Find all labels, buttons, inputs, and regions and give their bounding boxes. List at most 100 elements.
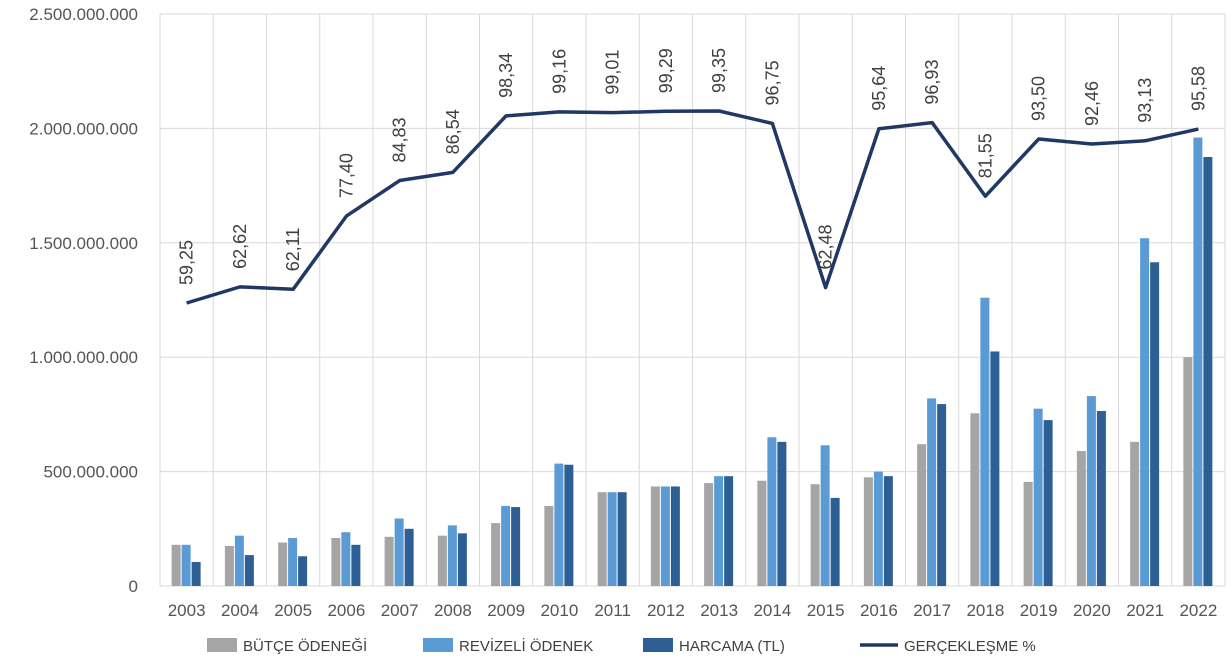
bar-bütçe-ödeneği--2016 [863,477,873,586]
bar-harcama-tl--2007 [404,528,414,586]
bar-harcama-tl--2013 [724,476,734,586]
pct-data-label: 86,54 [443,109,463,154]
bar-bütçe-ödeneği--2020 [1076,451,1086,586]
bar-revi-zeli-ödenek-2022 [1193,137,1203,586]
x-tick-label: 2011 [594,601,631,620]
legend-label: REVİZELİ ÖDENEK [459,637,593,655]
pct-data-label: 81,55 [975,133,995,178]
bar-revi-zeli-ödenek-2014 [767,437,777,586]
bar-harcama-tl--2010 [564,464,574,586]
y-tick-label: 500.000.000 [43,463,138,482]
bar-harcama-tl--2020 [1096,410,1106,586]
x-tick-label: 2005 [274,601,312,620]
x-tick-label: 2008 [434,601,472,620]
bar-bütçe-ödeneği--2018 [970,413,980,586]
bars-layer [171,137,1213,586]
bar-revi-zeli-ödenek-2010 [554,463,564,586]
bar-revi-zeli-ödenek-2012 [660,486,670,586]
pct-data-label: 99,29 [656,48,676,93]
bar-revi-zeli-ödenek-2018 [980,297,990,586]
pct-data-label: 96,75 [762,60,782,105]
x-tick-label: 2020 [1073,601,1111,620]
bar-bütçe-ödeneği--2022 [1183,357,1193,586]
bar-harcama-tl--2008 [457,533,467,586]
bar-revi-zeli-ödenek-2021 [1140,238,1150,586]
x-tick-label: 2004 [221,601,259,620]
bar-bütçe-ödeneği--2006 [331,537,341,586]
bar-revi-zeli-ödenek-2009 [501,505,511,586]
pct-data-label: 95,58 [1188,66,1208,111]
x-axis-ticks: 2003 2004 2005 2006 2007 2008 2009 2010 2011 2012… [168,601,1218,620]
pct-data-label: 62,48 [816,224,836,269]
legend-swatch [643,638,673,652]
pct-data-label: 62,11 [283,228,303,272]
bar-harcama-tl--2003 [191,561,201,586]
bar-bütçe-ödeneği--2019 [1023,481,1033,586]
x-tick-label: 2006 [327,601,365,620]
legend-swatch [207,638,237,652]
bar-bütçe-ödeneği--2012 [650,486,660,586]
pct-data-label: 59,25 [177,240,197,285]
bar-bütçe-ödeneği--2008 [437,535,447,586]
y-tick-label: 1.500.000.000 [29,234,138,253]
x-tick-label: 2022 [1179,601,1217,620]
bar-bütçe-ödeneği--2014 [757,480,767,586]
legend-label: BÜTÇE ÖDENEĞİ [243,637,367,655]
grid-layer [159,13,1226,587]
pct-data-label: 77,40 [336,153,356,198]
x-tick-label: 2016 [860,601,898,620]
bar-harcama-tl--2016 [883,476,893,586]
bar-harcama-tl--2021 [1150,262,1160,586]
bar-harcama-tl--2005 [298,556,308,586]
legend-label: GERÇEKLEŞME % [904,638,1036,655]
y-tick-label: 2.500.000.000 [29,5,138,24]
x-tick-label: 2010 [540,601,578,620]
bar-harcama-tl--2017 [937,404,947,586]
x-tick-label: 2009 [487,601,525,620]
pct-data-label: 92,46 [1082,81,1102,126]
pct-data-label: 93,13 [1135,78,1155,123]
pct-data-label: 98,34 [496,53,516,98]
pct-data-label: 96,93 [922,60,942,105]
x-tick-label: 2013 [700,601,738,620]
x-tick-label: 2017 [913,601,951,620]
bar-bütçe-ödeneği--2005 [278,542,288,586]
bar-harcama-tl--2004 [244,555,254,586]
line-layer [186,109,1199,305]
bar-harcama-tl--2018 [990,351,1000,586]
y-tick-label: 0 [129,577,138,596]
x-tick-label: 2012 [647,601,685,620]
bar-revi-zeli-ödenek-2003 [181,544,191,586]
bar-bütçe-ödeneği--2003 [171,544,181,586]
x-tick-label: 2014 [753,601,791,620]
legend-label: HARCAMA (TL) [679,638,785,655]
bar-harcama-tl--2009 [511,507,521,586]
bar-revi-zeli-ödenek-2006 [341,532,351,586]
bar-bütçe-ödeneği--2015 [810,484,820,586]
pct-data-label: 62,62 [230,224,250,269]
pct-data-label: 99,01 [603,50,623,95]
bar-harcama-tl--2006 [351,544,361,586]
bar-revi-zeli-ödenek-2007 [394,518,404,586]
x-tick-label: 2007 [381,601,419,620]
x-tick-label: 2015 [807,601,845,620]
bar-bütçe-ödeneği--2011 [597,492,607,586]
bar-revi-zeli-ödenek-2011 [607,492,617,586]
bar-bütçe-ödeneği--2007 [384,536,394,586]
legend: BÜTÇE ÖDENEĞİ REVİZELİ ÖDENEK HARCAMA (TL)… [207,637,1036,655]
x-tick-label: 2003 [168,601,206,620]
pct-data-label: 93,50 [1029,76,1049,121]
bar-harcama-tl--2019 [1043,420,1053,586]
pct-data-label: 99,35 [709,48,729,93]
pct-data-label: 95,64 [869,66,889,111]
bar-revi-zeli-ödenek-2017 [927,398,937,586]
x-tick-label: 2018 [966,601,1004,620]
bar-revi-zeli-ödenek-2013 [714,476,724,586]
bar-bütçe-ödeneği--2010 [544,505,554,586]
bar-revi-zeli-ödenek-2004 [234,535,244,586]
x-tick-label: 2019 [1020,601,1058,620]
bar-harcama-tl--2012 [670,486,680,586]
x-tick-label: 2021 [1126,601,1164,620]
y-tick-label: 2.000.000.000 [29,119,138,138]
